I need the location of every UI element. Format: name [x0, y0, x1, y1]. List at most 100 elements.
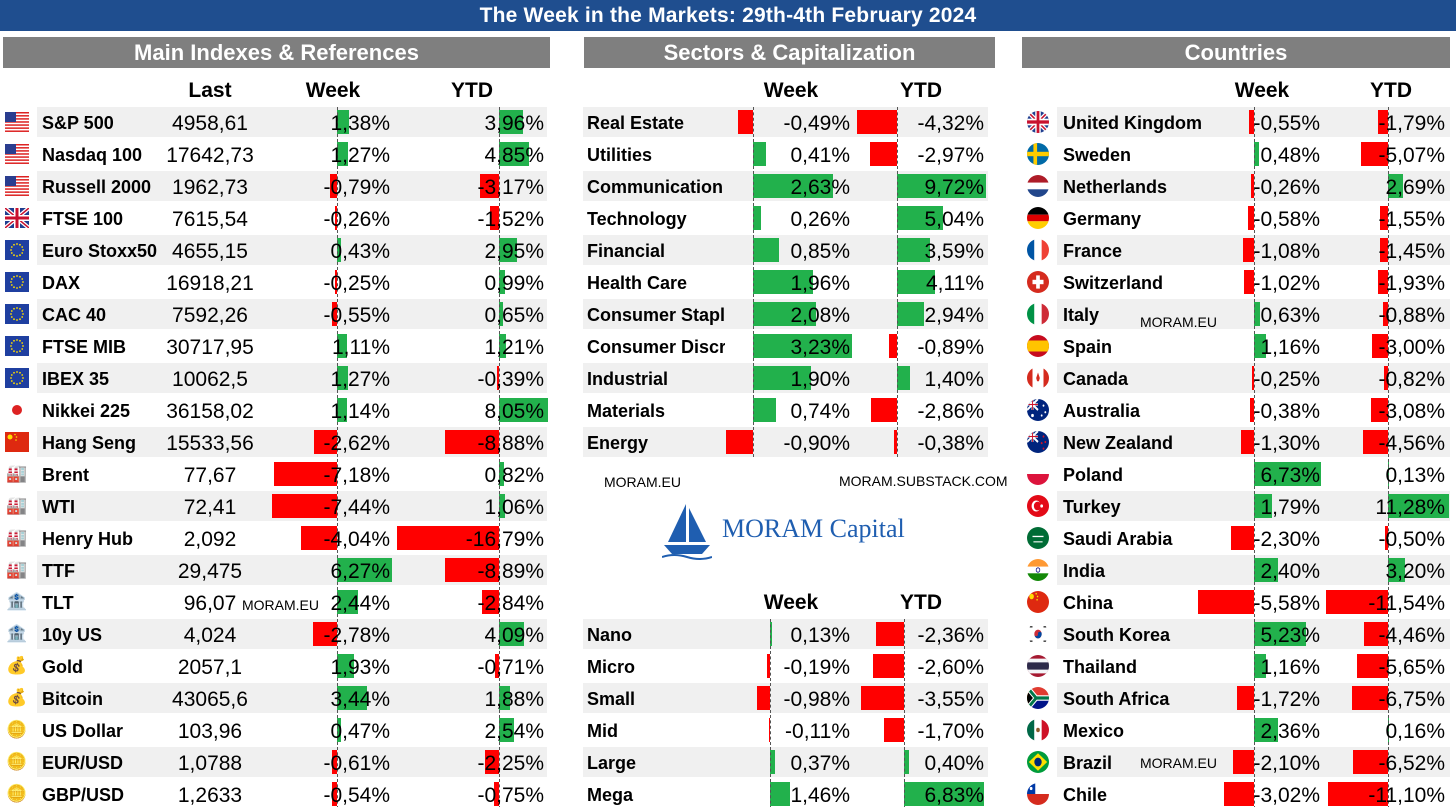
zero-axis-line — [897, 395, 898, 425]
week-value: 3,23% — [790, 336, 850, 359]
week-value: 1,16% — [1260, 336, 1320, 359]
ytd-value: 9,72% — [924, 176, 984, 199]
ytd-value: -8,89% — [477, 560, 544, 583]
ytd-bar — [1383, 366, 1388, 390]
ytd-value: 1,88% — [484, 688, 544, 711]
zero-axis-line — [897, 267, 898, 297]
week-value: -2,62% — [323, 432, 390, 455]
week-value: -7,44% — [323, 496, 390, 519]
week-value: 1,14% — [330, 400, 390, 423]
row-shading — [37, 619, 547, 649]
week-bar — [1243, 270, 1254, 294]
ytd-bar — [1328, 782, 1388, 806]
week-bar — [1254, 462, 1322, 486]
us-flag-icon — [5, 176, 29, 196]
row-label: TTF — [42, 561, 75, 581]
column-header-cap-week: Week — [763, 591, 819, 614]
zero-axis-line — [753, 235, 754, 265]
ytd-value: 2,95% — [484, 240, 544, 263]
eu-flag-icon — [5, 304, 29, 324]
germany-flag-icon — [1027, 207, 1049, 229]
week-bar — [301, 526, 337, 550]
week-bar — [753, 302, 817, 326]
ytd-value: 3,59% — [924, 240, 984, 263]
country-row: Switzerland -1,02% -1,93% — [0, 267, 1456, 297]
last-value: 43065,6 — [172, 688, 248, 711]
week-bar — [1231, 526, 1254, 550]
ytd-value: 2,69% — [1385, 176, 1445, 199]
zero-axis-line — [337, 523, 338, 553]
zero-axis-line — [1388, 139, 1389, 169]
week-value: -2,78% — [323, 624, 390, 647]
zero-axis-line — [904, 715, 905, 745]
zero-axis-line — [753, 299, 754, 329]
zero-axis-line — [1254, 203, 1255, 233]
zero-axis-line — [753, 395, 754, 425]
week-value: -0,19% — [783, 656, 850, 679]
ytd-bar — [861, 686, 904, 710]
new-zealand-flag-icon — [1027, 431, 1049, 453]
week-bar — [331, 750, 337, 774]
ytd-bar — [499, 622, 524, 646]
row-label: Spain — [1063, 337, 1113, 357]
ytd-value: -0,82% — [1378, 368, 1445, 391]
week-value: 1,16% — [1260, 656, 1320, 679]
week-bar — [334, 206, 337, 230]
row-label: Hang Seng — [42, 433, 137, 453]
zero-axis-line — [499, 459, 500, 489]
last-value: 17642,73 — [166, 144, 254, 167]
week-value: 0,41% — [790, 144, 850, 167]
zero-axis-line — [1254, 491, 1255, 521]
week-value: -0,54% — [323, 784, 390, 807]
sector-row: Real Estate -0,49% -4,32% — [0, 107, 1456, 137]
ytd-value: -1,55% — [1378, 208, 1445, 231]
eu-flag-icon — [5, 272, 29, 292]
row-label: Euro Stoxx50 — [42, 241, 158, 261]
last-value: 1,2633 — [177, 784, 243, 807]
row-label: Energy — [587, 433, 649, 453]
ytd-value: 0,16% — [1385, 720, 1445, 743]
week-value: 1,11% — [332, 336, 390, 359]
week-value: 0,74% — [790, 400, 850, 423]
ytd-value: 3,96% — [484, 112, 544, 135]
week-value: -0,38% — [1253, 400, 1320, 423]
sweden-flag-icon — [1027, 143, 1049, 165]
country-row: Poland 6,73% 0,13% — [0, 459, 1456, 489]
row-label: GBP/USD — [42, 785, 125, 805]
row-label: Consumer Staple — [587, 305, 725, 325]
week-value: 1,79% — [1260, 496, 1320, 519]
row-label: Germany — [1063, 209, 1142, 229]
sector-row: Consumer Staple 2,08% 2,94% — [0, 299, 1456, 329]
zero-axis-line — [753, 427, 754, 457]
country-row: Italy 0,63% -0,88% — [0, 299, 1456, 329]
zero-axis-line — [337, 203, 338, 233]
ytd-bar — [1380, 238, 1388, 262]
ytd-value: -0,89% — [917, 336, 984, 359]
chile-flag-icon — [1027, 783, 1049, 805]
zero-axis-line — [337, 747, 338, 777]
last-value: 1,0788 — [177, 752, 243, 775]
ytd-bar — [499, 110, 524, 134]
last-value: 77,67 — [183, 464, 237, 487]
zero-axis-line — [499, 235, 500, 265]
zero-axis-line — [499, 299, 500, 329]
ytd-value: 0,99% — [484, 272, 544, 295]
ytd-bar — [499, 270, 506, 294]
week-bar — [725, 430, 753, 454]
zero-axis-line — [337, 299, 338, 329]
oil-rig-icon: 🏭 — [6, 464, 28, 483]
zero-axis-line — [1388, 395, 1389, 425]
row-label: Consumer Discre — [587, 337, 725, 357]
ytd-bar — [897, 238, 931, 262]
ytd-bar — [883, 718, 904, 742]
sector-row: Financial 0,85% 3,59% — [0, 235, 1456, 265]
bank-icon: 🏦 — [6, 592, 28, 611]
zero-axis-line — [1254, 267, 1255, 297]
country-row: Mexico 2,36% 0,16% — [0, 715, 1456, 745]
zero-axis-line — [1388, 523, 1389, 553]
row-label: South Korea — [1063, 625, 1171, 645]
ytd-value: 1,06% — [484, 496, 544, 519]
south-korea-flag-icon — [1027, 623, 1049, 645]
zero-axis-line — [1254, 427, 1255, 457]
row-label: Technology — [587, 209, 687, 229]
